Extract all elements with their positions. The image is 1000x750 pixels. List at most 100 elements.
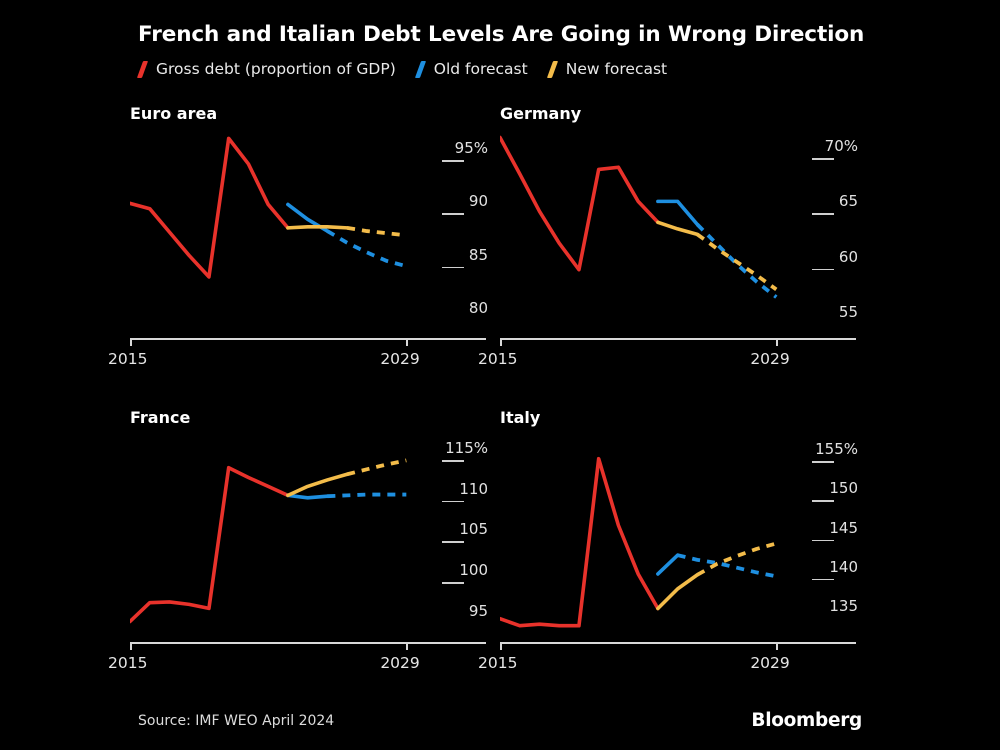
series-line-forecast-solid [286,472,349,498]
legend: Gross debt (proportion of GDP) Old forec… [136,60,685,78]
series-line-actual [500,456,660,628]
y-tick-dash [442,582,464,584]
x-tick-mark [776,643,778,650]
x-tick-mark [130,339,132,346]
y-tick-dash [812,213,834,216]
y-tick-label: 150 [829,479,858,498]
y-tick-label: 70% [824,137,858,156]
series-line-forecast-solid [656,220,700,237]
legend-label-gross-debt: Gross debt (proportion of GDP) [156,60,396,78]
y-tick-label: 140 [829,557,858,576]
x-tick-label: 2029 [380,654,420,672]
series-line-forecast-dashed [696,223,778,299]
source-note: Source: IMF WEO April 2024 [138,713,335,729]
y-tick-label: 155% [815,440,858,459]
subchart-title: Euro area [130,104,218,123]
y-tick-dash [812,158,834,160]
subchart-title: Germany [500,104,582,123]
series-line-actual [130,465,290,624]
y-tick-label: 110 [459,479,488,498]
x-axis-line [130,642,486,644]
y-tick-dash [812,578,834,581]
legend-item-gross-debt: Gross debt (proportion of GDP) [136,60,396,78]
series-line-forecast-dashed [327,492,407,499]
y-tick-label: 65 [838,192,858,211]
x-tick-label: 2029 [750,654,790,672]
y-tick-label: 90 [468,192,488,211]
page-title: French and Italian Debt Levels Are Going… [138,22,865,47]
x-tick-mark [406,643,408,650]
y-axis-labels: 155% 150 145 140 135 [810,436,858,632]
y-tick-label: 95 [468,601,488,620]
y-tick-dash [812,461,834,463]
subchart-france: France 115% 110 105 100 95 2015 2029 [108,408,492,672]
x-tick-label: 2015 [478,654,518,672]
y-axis-labels: 115% 110 105 100 95 [440,436,488,632]
y-tick-label: 100 [459,561,488,579]
subchart-italy: Italy 155% 150 145 140 135 2015 2029 [478,408,862,672]
y-tick-label: 60 [838,247,858,266]
subchart-title: France [130,408,191,427]
y-tick-label: 55 [838,302,858,321]
legend-swatch-new-forecast [546,60,559,78]
y-tick-label: 135 [829,596,858,615]
x-tick-label: 2015 [108,654,148,672]
y-tick-label: 85 [468,245,488,264]
y-tick-dash [442,460,464,462]
subchart-title: Italy [500,408,541,427]
y-tick-label: 95% [454,139,488,158]
series-line-forecast-dashed [696,232,778,291]
series-line-forecast-solid [656,572,700,611]
x-tick-mark [500,339,502,346]
y-tick-dash [442,541,464,543]
bloomberg-logo: Bloomberg [751,710,862,731]
chart-panel: French and Italian Debt Levels Are Going… [108,0,878,750]
series-line-forecast-dashed [677,553,777,579]
y-tick-label: 80 [468,298,488,317]
series-line-forecast-dashed [346,225,407,238]
x-tick-label: 2015 [478,350,518,368]
series-line-forecast-solid [656,199,700,227]
y-tick-dash [812,268,834,271]
y-tick-label: 145 [829,518,858,537]
series-line-actual [500,135,660,272]
x-tick-label: 2029 [750,350,790,368]
legend-label-old-forecast: Old forecast [433,60,528,78]
x-axis-line [500,642,856,644]
letterbox-right [878,0,1000,750]
series-line-forecast-solid [656,553,680,576]
series-line-forecast-dashed [326,229,407,269]
legend-item-old-forecast: Old forecast [414,60,528,78]
series-line-forecast-dashed [696,541,777,577]
plot-area [130,132,430,328]
legend-item-new-forecast: New forecast [546,60,667,78]
subchart-euro-area: Euro area 95% 90 85 80 2015 2029 [108,104,492,368]
y-tick-dash [812,539,834,542]
series-line-forecast-solid [286,225,349,230]
y-tick-dash [442,160,464,162]
legend-swatch-gross-debt [136,60,149,78]
y-tick-dash [442,266,464,269]
series-line-forecast-solid [286,493,330,500]
subchart-germany: Germany 70% 65 60 55 2015 2029 [478,104,862,368]
x-axis-line [130,338,486,340]
x-tick-mark [130,643,132,650]
x-axis-line [500,338,856,340]
x-tick-label: 2015 [108,350,148,368]
y-tick-label: 105 [459,520,488,539]
y-tick-label: 115% [445,439,488,457]
y-axis-labels: 70% 65 60 55 [810,132,858,328]
series-line-actual [130,136,290,279]
letterbox-left [0,0,122,750]
legend-label-new-forecast: New forecast [565,60,668,78]
x-tick-mark [500,643,502,650]
x-tick-mark [776,339,778,346]
plot-area [130,436,430,632]
x-tick-mark [406,339,408,346]
legend-swatch-old-forecast [414,60,427,78]
y-axis-labels: 95% 90 85 80 [440,132,488,328]
series-line-forecast-dashed [346,458,407,477]
y-tick-dash [442,500,464,503]
plot-area [500,436,800,632]
